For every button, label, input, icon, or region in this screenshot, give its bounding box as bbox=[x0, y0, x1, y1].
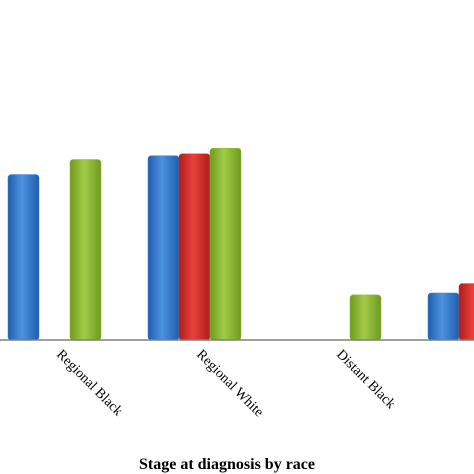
bar-s0-distant-white bbox=[427, 292, 460, 341]
bar-s2-distant-black bbox=[349, 294, 382, 341]
tick-labels-group: Regional Black Regional White Distant Blac… bbox=[53, 347, 398, 420]
bar-s1-distant-white bbox=[458, 283, 474, 341]
bar-s1-regional-white bbox=[178, 153, 211, 341]
tick-label-regional-white: Regional White bbox=[193, 347, 266, 420]
x-axis-label: Stage at diagnosis by race bbox=[139, 456, 315, 473]
bars-group bbox=[7, 147, 474, 341]
bar-s2-regional-black bbox=[69, 159, 102, 341]
bar-s2-regional-white bbox=[209, 147, 242, 341]
tick-label-regional-black: Regional Black bbox=[53, 347, 125, 419]
bar-s0-regional-white bbox=[147, 155, 180, 341]
tick-label-distant-black: Distant Black bbox=[333, 347, 398, 412]
bar-s0-regional-black bbox=[7, 174, 40, 341]
